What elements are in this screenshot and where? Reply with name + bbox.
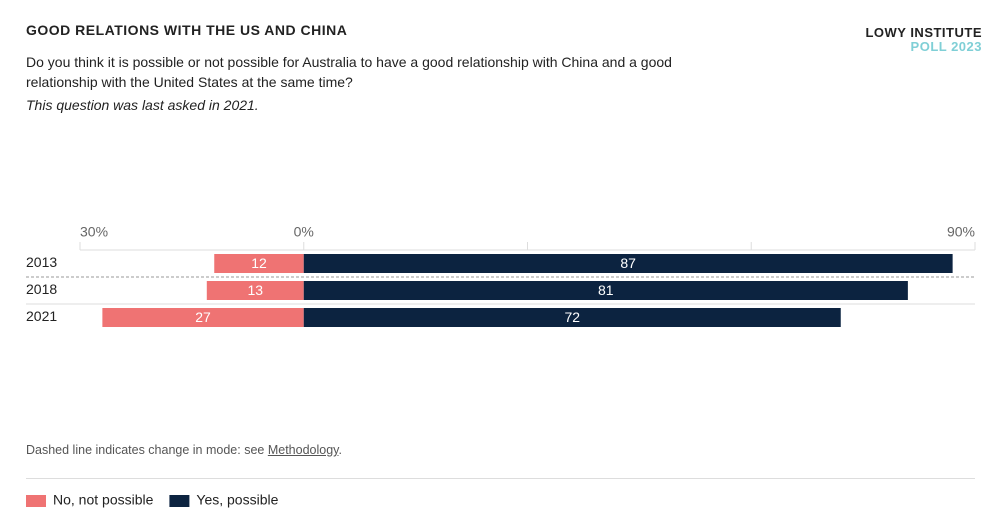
bar-label: 87: [620, 255, 636, 271]
bar-label: 81: [598, 282, 614, 298]
bar: [206, 281, 304, 300]
bar: [303, 308, 841, 327]
legend-label: Yes, possible: [196, 492, 278, 508]
bar: [303, 281, 908, 300]
chart-subtitle: Do you think it is possible or not possi…: [26, 54, 672, 90]
brand-poll: POLL 2023: [910, 39, 982, 54]
bar-label: 12: [251, 255, 267, 271]
x-tick-label: 30%: [80, 224, 108, 240]
chart-title: GOOD RELATIONS WITH THE US AND CHINA: [26, 22, 348, 38]
footnote: Dashed line indicates change in mode: se…: [26, 443, 342, 457]
x-tick-label: 0%: [294, 224, 314, 240]
brand-name: LOWY INSTITUTE: [865, 25, 982, 40]
bar-label: 13: [247, 282, 263, 298]
y-tick-label: 2021: [26, 308, 57, 324]
bar-label: 27: [195, 309, 211, 325]
annotation: This question was last asked in 2021.: [26, 97, 259, 113]
methodology-link[interactable]: Methodology: [267, 443, 339, 457]
y-tick-label: 2013: [26, 254, 57, 270]
bar: [102, 308, 304, 327]
y-tick-label: 2018: [26, 281, 57, 297]
bar: [214, 254, 304, 273]
x-tick-label: 90%: [947, 224, 975, 240]
legend-swatch: [26, 495, 46, 507]
note-text: Dashed line indicates change in mode: se…: [26, 443, 268, 457]
brand: LOWY INSTITUTE POLL 2023: [865, 26, 982, 54]
bar-label: 72: [564, 309, 580, 325]
divider: [26, 478, 975, 479]
legend-label: No, not possible: [53, 492, 154, 508]
legend-swatch: [169, 495, 190, 507]
note-end: .: [338, 443, 342, 457]
bar: [303, 254, 953, 273]
